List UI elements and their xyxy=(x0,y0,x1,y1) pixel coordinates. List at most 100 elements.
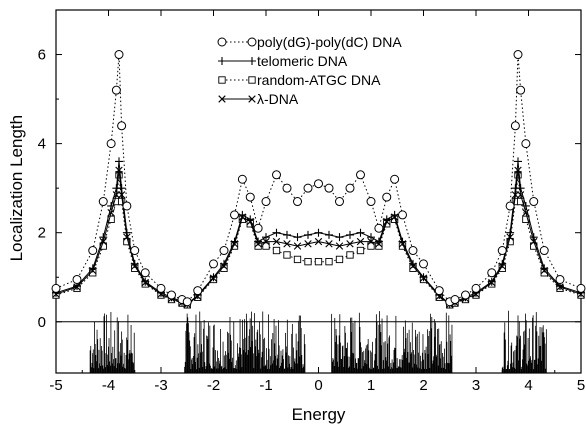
data-point xyxy=(390,174,400,184)
data-point xyxy=(539,246,549,256)
legend-marker xyxy=(247,37,257,47)
axes-layer: -5 -4 -3 -2 -1 0 1 2 3 4 5 0 2 4 6 xyxy=(38,10,585,394)
legend-marker xyxy=(218,76,226,84)
data-point xyxy=(219,246,229,256)
data-point xyxy=(99,233,108,242)
data-point xyxy=(555,274,565,284)
y-tick-label: 2 xyxy=(38,225,46,242)
data-point xyxy=(262,237,270,246)
data-point xyxy=(356,170,365,180)
legend-marker xyxy=(217,37,227,47)
data-point xyxy=(140,268,150,278)
data-point xyxy=(521,139,531,149)
legend-marker xyxy=(218,57,226,65)
x-tick-label: 5 xyxy=(577,377,585,394)
data-point xyxy=(461,290,470,300)
data-point xyxy=(115,157,123,166)
x-tick-label: -1 xyxy=(259,377,272,394)
data-point xyxy=(367,242,375,250)
data-point xyxy=(398,210,407,220)
data-point xyxy=(409,259,417,268)
data-point xyxy=(220,259,228,268)
legend-label: λ-DNA xyxy=(257,91,299,107)
data-point xyxy=(106,139,116,149)
data-point xyxy=(529,197,539,207)
data-point xyxy=(182,297,192,307)
series-1 xyxy=(52,157,585,308)
data-point xyxy=(262,242,270,250)
data-point xyxy=(304,230,312,239)
data-point xyxy=(130,259,139,268)
data-point xyxy=(516,184,525,193)
data-point xyxy=(498,259,507,268)
data-point xyxy=(576,283,586,293)
data-point xyxy=(529,233,538,242)
data-point xyxy=(115,166,123,175)
data-point xyxy=(88,246,98,256)
data-point xyxy=(237,174,247,184)
data-point xyxy=(335,233,344,242)
data-point xyxy=(246,215,255,224)
x-tick-label: 4 xyxy=(524,377,532,394)
series-0 xyxy=(51,50,586,307)
data-point xyxy=(261,197,271,207)
data-point xyxy=(540,264,549,273)
data-point xyxy=(114,50,124,60)
data-point xyxy=(367,233,375,242)
data-point xyxy=(514,166,522,175)
data-point xyxy=(516,197,525,206)
series-layer xyxy=(51,50,586,309)
legend-marker xyxy=(218,95,226,103)
data-point xyxy=(230,237,239,246)
legend-marker xyxy=(248,57,256,65)
y-tick-label: 4 xyxy=(38,136,46,153)
data-point xyxy=(209,259,218,269)
data-point xyxy=(122,228,131,237)
data-point xyxy=(325,240,333,248)
data-point xyxy=(324,183,334,193)
data-point xyxy=(382,192,392,202)
data-point xyxy=(245,192,255,202)
data-point xyxy=(293,233,302,242)
data-point xyxy=(487,277,496,286)
data-point xyxy=(367,237,375,246)
data-point xyxy=(521,201,530,210)
data-point xyxy=(283,251,291,259)
data-point xyxy=(335,197,344,207)
data-point xyxy=(272,228,281,237)
x-tick-label: 2 xyxy=(419,377,427,394)
data-point xyxy=(107,201,116,210)
data-point xyxy=(141,277,150,286)
data-point xyxy=(272,170,281,180)
data-point xyxy=(98,197,108,207)
data-point xyxy=(314,179,323,189)
data-point xyxy=(293,242,302,250)
data-point xyxy=(122,201,132,211)
data-point xyxy=(374,237,383,246)
x-tick-label: 3 xyxy=(472,377,480,394)
data-point xyxy=(130,246,140,256)
data-point xyxy=(374,223,384,233)
data-point xyxy=(419,259,428,269)
series-line xyxy=(55,174,582,306)
data-point xyxy=(167,290,176,300)
x-tick-label: -2 xyxy=(207,377,220,394)
legend-label: telomeric DNA xyxy=(257,53,348,69)
legend-marker xyxy=(248,76,256,84)
data-point xyxy=(510,121,520,131)
data-point xyxy=(117,191,126,199)
legend-marker xyxy=(248,95,256,103)
y-tick-label: 6 xyxy=(38,47,46,64)
data-point xyxy=(390,210,399,219)
data-point xyxy=(272,237,281,246)
data-point xyxy=(335,242,344,250)
legend: poly(dG)-poly(dC) DNA telomeric DNA random… xyxy=(217,34,402,107)
x-axis-title: Energy xyxy=(292,405,346,424)
data-point xyxy=(293,197,302,207)
data-point xyxy=(408,246,418,256)
data-point xyxy=(304,240,312,248)
data-point xyxy=(117,184,126,193)
data-point xyxy=(505,201,515,211)
data-point xyxy=(262,233,270,242)
data-point xyxy=(293,255,302,264)
